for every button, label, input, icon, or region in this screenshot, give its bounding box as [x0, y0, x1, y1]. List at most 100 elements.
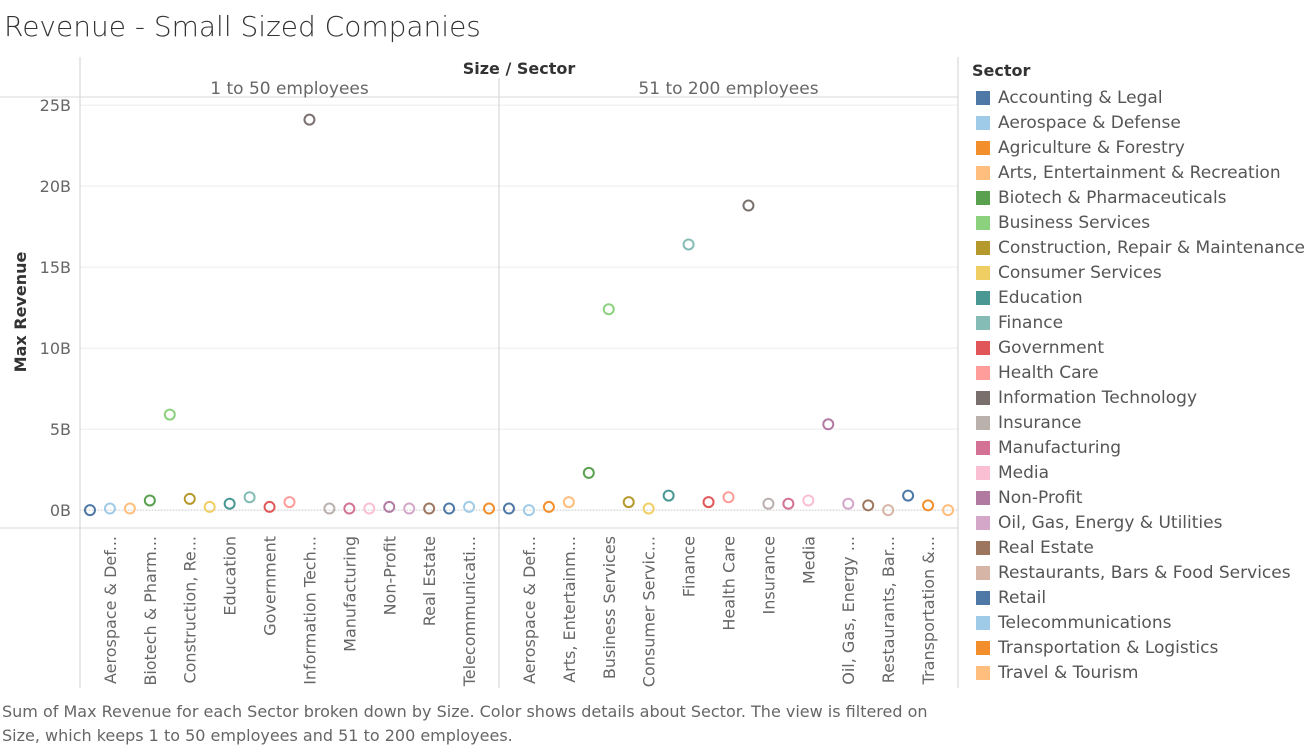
y-tick-label: 5B — [50, 420, 71, 439]
sector-legend: Sector Accounting & Legal Aerospace & Def… — [972, 60, 1307, 685]
legend-item[interactable]: Manufacturing — [972, 435, 1307, 460]
legend-item[interactable]: Oil, Gas, Energy & Utilities — [972, 510, 1307, 535]
legend-swatch — [976, 215, 990, 230]
legend-item[interactable]: Non-Profit — [972, 485, 1307, 510]
legend-label: Health Care — [998, 362, 1099, 383]
legend-swatch — [976, 565, 990, 580]
legend-label: Oil, Gas, Energy & Utilities — [998, 512, 1223, 533]
data-point — [363, 502, 376, 515]
legend-swatch — [976, 590, 990, 605]
legend-label: Aerospace & Defense — [998, 112, 1181, 133]
data-point — [882, 504, 895, 517]
legend-swatch — [976, 265, 990, 280]
x-tick-label: Oil, Gas, Energy ... — [839, 536, 858, 685]
legend-item[interactable]: Arts, Entertainment & Recreation — [972, 160, 1307, 185]
data-point — [403, 502, 416, 515]
data-point — [263, 500, 276, 513]
legend-item[interactable]: Education — [972, 285, 1307, 310]
legend-item[interactable]: Aerospace & Defense — [972, 110, 1307, 135]
data-point — [203, 500, 216, 513]
legend-swatch — [976, 165, 990, 180]
panel-label: 1 to 50 employees — [210, 79, 369, 99]
legend-swatch — [976, 490, 990, 505]
x-tick-label: Arts, Entertainm... — [560, 536, 579, 683]
legend-label: Retail — [998, 587, 1047, 608]
y-tick-label: 20B — [40, 177, 71, 196]
legend-item[interactable]: Business Services — [972, 210, 1307, 235]
data-point — [622, 496, 635, 509]
data-point — [702, 496, 715, 509]
data-point — [243, 491, 256, 504]
legend-item[interactable]: Telecommunications — [972, 610, 1307, 635]
legend-item[interactable]: Biotech & Pharmaceuticals — [972, 185, 1307, 210]
legend-swatch — [976, 390, 990, 405]
x-tick-label: Biotech & Pharm... — [141, 536, 160, 686]
data-point — [163, 408, 176, 421]
data-point — [602, 303, 615, 316]
legend-item[interactable]: Construction, Repair & Maintenance — [972, 235, 1307, 260]
x-tick-label: Media — [799, 536, 818, 584]
legend-swatch — [976, 90, 990, 105]
chart-caption: Sum of Max Revenue for each Sector broke… — [2, 702, 928, 745]
legend-item[interactable]: Information Technology — [972, 385, 1307, 410]
x-tick-label: Aerospace & Def... — [520, 536, 539, 684]
legend-item[interactable]: Retail — [972, 585, 1307, 610]
data-point — [722, 491, 735, 504]
legend-item[interactable]: Real Estate — [972, 535, 1307, 560]
legend-label: Transportation & Logistics — [998, 637, 1219, 658]
data-point — [802, 494, 815, 507]
legend-label: Information Technology — [998, 387, 1198, 408]
data-point — [842, 497, 855, 510]
legend-label: Media — [998, 462, 1050, 483]
y-axis-title: Max Revenue — [11, 252, 30, 373]
x-tick-label: Health Care — [720, 536, 739, 631]
panel-label: 51 to 200 employees — [638, 79, 818, 99]
x-tick-label: Education — [221, 536, 240, 616]
legend-label: Telecommunications — [998, 612, 1172, 633]
legend-item[interactable]: Transportation & Logistics — [972, 635, 1307, 660]
legend-item[interactable]: Restaurants, Bars & Food Services — [972, 560, 1307, 585]
legend-swatch — [976, 415, 990, 430]
x-tick-label: Real Estate — [420, 536, 439, 626]
legend-item[interactable]: Travel & Tourism — [972, 660, 1307, 685]
legend-swatch — [976, 365, 990, 380]
legend-item[interactable]: Insurance — [972, 410, 1307, 435]
legend-label: Business Services — [998, 212, 1151, 233]
legend-label: Insurance — [998, 412, 1082, 433]
legend-swatch — [976, 615, 990, 630]
data-point — [83, 504, 96, 517]
legend-swatch — [976, 440, 990, 455]
legend-swatch — [976, 190, 990, 205]
legend-item[interactable]: Accounting & Legal — [972, 85, 1307, 110]
data-point — [183, 492, 196, 505]
x-tick-label: Consumer Servic... — [640, 536, 659, 687]
data-point — [742, 199, 755, 212]
data-point — [522, 504, 535, 517]
legend-item[interactable]: Health Care — [972, 360, 1307, 385]
legend-item[interactable]: Agriculture & Forestry — [972, 135, 1307, 160]
x-tick-label: Information Tech... — [300, 536, 319, 685]
legend-title: Sector — [972, 61, 1031, 80]
y-tick-label: 10B — [40, 339, 71, 358]
data-point — [463, 500, 476, 513]
legend-item[interactable]: Finance — [972, 310, 1307, 335]
data-point — [542, 500, 555, 513]
data-point — [323, 502, 336, 515]
data-point — [343, 502, 356, 515]
data-point — [922, 499, 935, 512]
x-tick-label: Insurance — [759, 536, 778, 615]
legend-item[interactable]: Consumer Services — [972, 260, 1307, 285]
legend-item[interactable]: Media — [972, 460, 1307, 485]
y-tick-label: 25B — [40, 96, 71, 115]
legend-label: Government — [998, 337, 1105, 358]
data-point — [942, 504, 955, 517]
data-point — [782, 497, 795, 510]
data-point — [862, 499, 875, 512]
x-tick-label: Non-Profit — [380, 536, 399, 615]
data-point — [303, 113, 316, 126]
legend-item[interactable]: Government — [972, 335, 1307, 360]
legend-label: Travel & Tourism — [998, 662, 1139, 683]
legend-swatch — [976, 115, 990, 130]
header-label: Size / Sector — [463, 59, 576, 78]
legend-swatch — [976, 665, 990, 680]
